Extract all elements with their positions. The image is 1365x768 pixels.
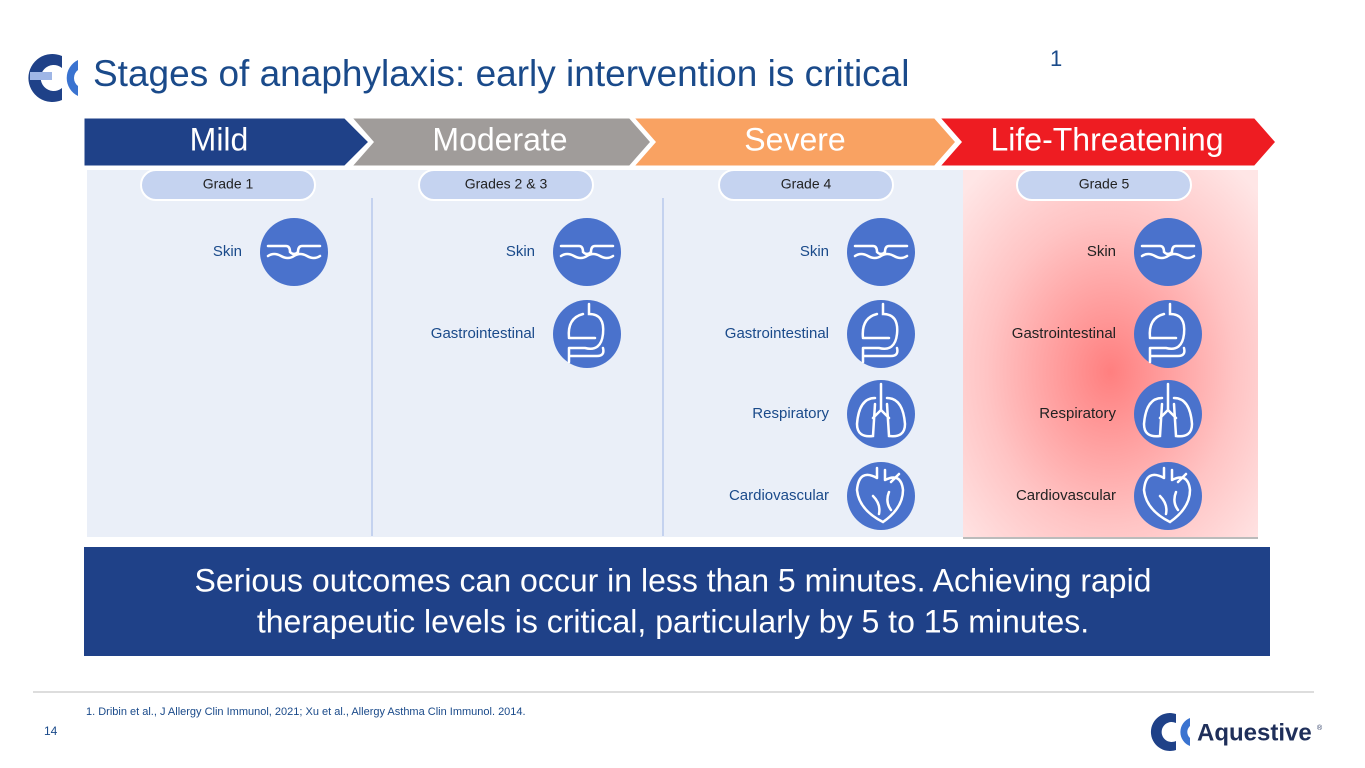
brand-logo — [1150, 713, 1190, 752]
system-label: Gastrointestinal — [725, 325, 829, 342]
system-icon-glyph — [855, 382, 907, 438]
system-icon-glyph — [855, 466, 905, 524]
system-icon — [553, 300, 621, 368]
system-label: Gastrointestinal — [431, 325, 535, 342]
stage-chevron — [346, 115, 654, 169]
system-icon-glyph — [266, 244, 322, 260]
grade-label: Grade 4 — [781, 176, 832, 192]
stage-name: Life-Threatening — [990, 121, 1223, 157]
system-icon — [847, 300, 915, 368]
grade-pill — [140, 169, 316, 201]
footnote: 1. Dribin et al., J Allergy Clin Immunol… — [86, 706, 526, 718]
system-icon-glyph — [853, 244, 909, 260]
stage-name: Severe — [744, 121, 845, 157]
system-icon — [553, 218, 621, 286]
system-label: Skin — [1087, 243, 1116, 260]
system-icon-glyph — [1140, 244, 1196, 260]
grade-label: Grade 1 — [203, 176, 254, 192]
grade-label: Grades 2 & 3 — [465, 176, 548, 192]
system-label: Respiratory — [1039, 405, 1116, 422]
system-label: Respiratory — [752, 405, 829, 422]
stage-chevron — [934, 115, 1279, 169]
system-label: Cardiovascular — [729, 487, 829, 504]
title-superscript: 1 — [1050, 46, 1062, 71]
system-label: Skin — [213, 243, 242, 260]
banner-line: Serious outcomes can occur in less than … — [195, 562, 1152, 598]
stage-chevron — [628, 115, 959, 169]
grade-pill — [1016, 169, 1192, 201]
system-icon — [260, 218, 328, 286]
system-icon — [1134, 300, 1202, 368]
system-icon — [847, 218, 915, 286]
stage-name: Mild — [190, 121, 249, 157]
system-label: Gastrointestinal — [1012, 325, 1116, 342]
system-icon-glyph — [559, 244, 615, 260]
system-icon-glyph — [1148, 302, 1186, 364]
system-label: Skin — [506, 243, 535, 260]
stages: Mild Grade 1 Skin Moderate Grades 2 & 3 Skin G… — [81, 115, 1279, 530]
registered-mark: ® — [1317, 724, 1323, 732]
system-icon-glyph — [861, 302, 899, 364]
grade-label: Grade 5 — [1079, 176, 1130, 192]
logo — [28, 54, 78, 102]
system-label: Skin — [800, 243, 829, 260]
system-label: Cardiovascular — [1016, 487, 1116, 504]
system-icon-glyph — [567, 302, 605, 364]
banner — [84, 547, 1270, 656]
system-icon-glyph — [1142, 382, 1194, 438]
brand-name: Aquestive — [1197, 719, 1312, 746]
system-icon — [1134, 380, 1202, 448]
danger-panel — [963, 170, 1258, 537]
page-number: 14 — [44, 724, 58, 738]
system-icon — [847, 380, 915, 448]
system-icon — [1134, 218, 1202, 286]
title: Stages of anaphylaxis: early interventio… — [93, 53, 909, 94]
grade-pill — [718, 169, 894, 201]
grade-pill — [418, 169, 594, 201]
stage-name: Moderate — [432, 121, 567, 157]
system-icon-glyph — [1142, 466, 1192, 524]
banner-line: therapeutic levels is critical, particul… — [257, 603, 1089, 639]
stage-chevron — [81, 115, 373, 169]
